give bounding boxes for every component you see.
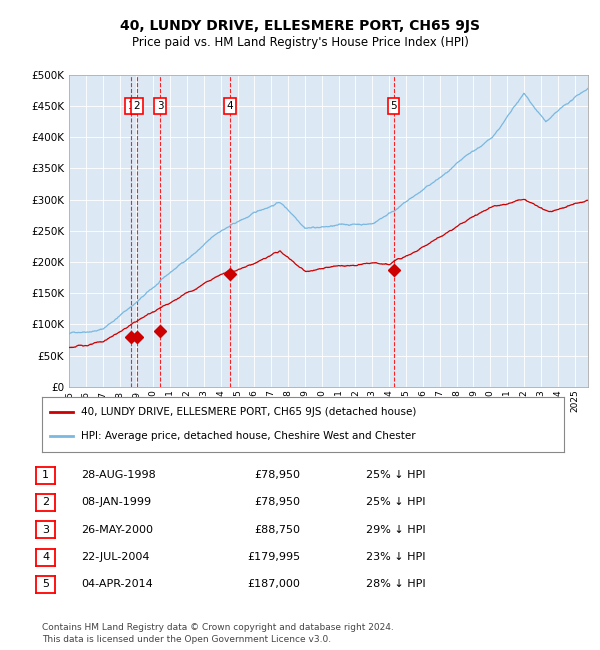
Text: 25% ↓ HPI: 25% ↓ HPI (366, 497, 425, 508)
Text: £88,750: £88,750 (254, 525, 300, 535)
Text: 1: 1 (127, 101, 134, 111)
Text: 3: 3 (157, 101, 163, 111)
Text: 2: 2 (133, 101, 140, 111)
Text: 04-APR-2014: 04-APR-2014 (81, 579, 153, 590)
Text: 2: 2 (42, 497, 49, 508)
Text: This data is licensed under the Open Government Licence v3.0.: This data is licensed under the Open Gov… (42, 634, 331, 644)
Text: 40, LUNDY DRIVE, ELLESMERE PORT, CH65 9JS (detached house): 40, LUNDY DRIVE, ELLESMERE PORT, CH65 9J… (81, 407, 416, 417)
Text: 5: 5 (42, 579, 49, 590)
Text: £78,950: £78,950 (254, 470, 300, 480)
Text: 3: 3 (42, 525, 49, 535)
Text: £179,995: £179,995 (247, 552, 300, 562)
Text: £187,000: £187,000 (247, 579, 300, 590)
Text: £78,950: £78,950 (254, 497, 300, 508)
Text: 5: 5 (390, 101, 397, 111)
Text: 28-AUG-1998: 28-AUG-1998 (81, 470, 156, 480)
Text: Contains HM Land Registry data © Crown copyright and database right 2024.: Contains HM Land Registry data © Crown c… (42, 623, 394, 632)
Text: 4: 4 (42, 552, 49, 562)
Text: 28% ↓ HPI: 28% ↓ HPI (366, 579, 425, 590)
Text: 4: 4 (227, 101, 233, 111)
Text: 25% ↓ HPI: 25% ↓ HPI (366, 470, 425, 480)
Text: 1: 1 (42, 470, 49, 480)
Text: HPI: Average price, detached house, Cheshire West and Chester: HPI: Average price, detached house, Ches… (81, 432, 416, 441)
Text: 26-MAY-2000: 26-MAY-2000 (81, 525, 153, 535)
Text: 23% ↓ HPI: 23% ↓ HPI (366, 552, 425, 562)
Text: 08-JAN-1999: 08-JAN-1999 (81, 497, 151, 508)
Text: 22-JUL-2004: 22-JUL-2004 (81, 552, 149, 562)
Text: Price paid vs. HM Land Registry's House Price Index (HPI): Price paid vs. HM Land Registry's House … (131, 36, 469, 49)
Text: 29% ↓ HPI: 29% ↓ HPI (366, 525, 425, 535)
Text: 40, LUNDY DRIVE, ELLESMERE PORT, CH65 9JS: 40, LUNDY DRIVE, ELLESMERE PORT, CH65 9J… (120, 19, 480, 33)
